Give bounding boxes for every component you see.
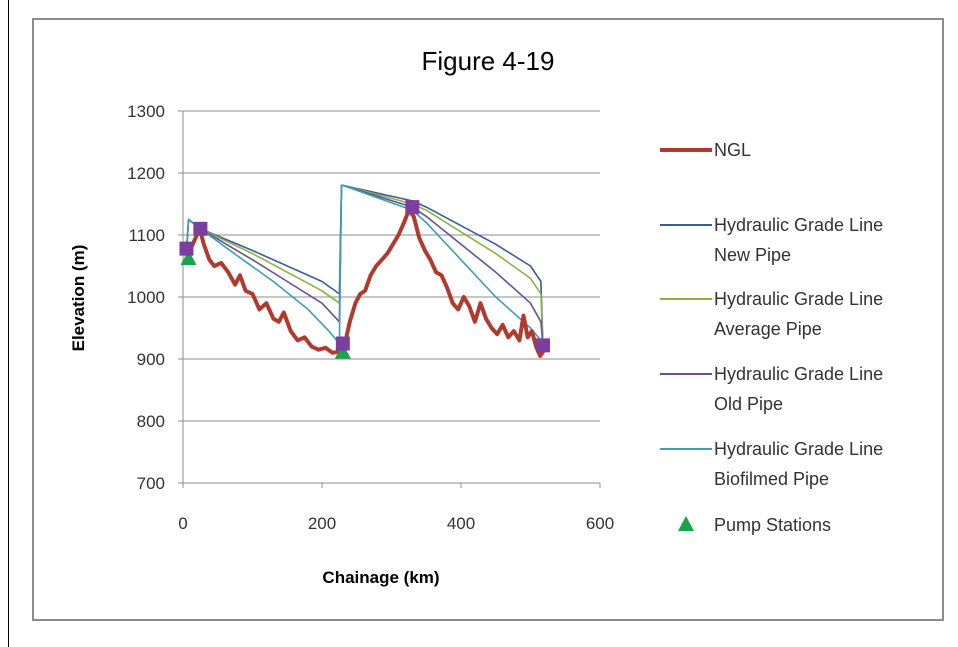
square-marker — [335, 336, 350, 351]
y-tick-label: 700 — [137, 474, 165, 493]
x-axis-title: Chainage (km) — [322, 568, 439, 587]
page-frame — [8, 0, 958, 647]
legend-label: New Pipe — [714, 245, 791, 265]
grid-layer — [183, 110, 600, 422]
y-tick-label: 900 — [137, 350, 165, 369]
series-line — [185, 184, 544, 347]
pump-station-marker — [334, 343, 351, 359]
legend-label: Pump Stations — [714, 515, 831, 535]
y-tick-label: 1100 — [128, 226, 165, 245]
legend-swatch — [678, 516, 694, 531]
marker-layer — [179, 200, 551, 359]
legend-label: Hydraulic Grade Line — [714, 215, 883, 235]
legend-label: Biofilmed Pipe — [714, 469, 829, 489]
square-marker — [193, 221, 208, 236]
axes-layer: 1300 1200 1100 1000 900 800 700 0 200 400 600 — [127, 102, 614, 533]
series-layer — [185, 184, 547, 358]
y-axis-title: Elevation (m) — [69, 245, 88, 352]
pump-station-marker — [180, 249, 197, 265]
x-tick-label: 400 — [447, 514, 475, 533]
square-marker — [536, 338, 551, 353]
legend-label: Average Pipe — [714, 319, 822, 339]
x-tick-label: 600 — [586, 514, 614, 533]
y-tick-label: 1300 — [127, 102, 165, 121]
legend-label: Hydraulic Grade Line — [714, 439, 883, 459]
y-tick-label: 800 — [137, 412, 165, 431]
series-line — [185, 208, 547, 358]
legend-label: NGL — [714, 140, 751, 160]
square-marker — [405, 200, 420, 215]
y-tick-label: 1000 — [127, 288, 165, 307]
square-marker — [179, 241, 194, 256]
chart-title: Figure 4-19 — [422, 46, 555, 76]
legend-label: Old Pipe — [714, 394, 783, 414]
y-tick-label: 1200 — [127, 164, 165, 183]
legend-label: Hydraulic Grade Line — [714, 289, 883, 309]
x-tick-label: 0 — [178, 514, 187, 533]
legend: NGL Hydraulic Grade Line New Pipe Hydraulic… — [660, 140, 883, 535]
legend-label: Hydraulic Grade Line — [714, 364, 883, 384]
x-tick-label: 200 — [308, 514, 336, 533]
